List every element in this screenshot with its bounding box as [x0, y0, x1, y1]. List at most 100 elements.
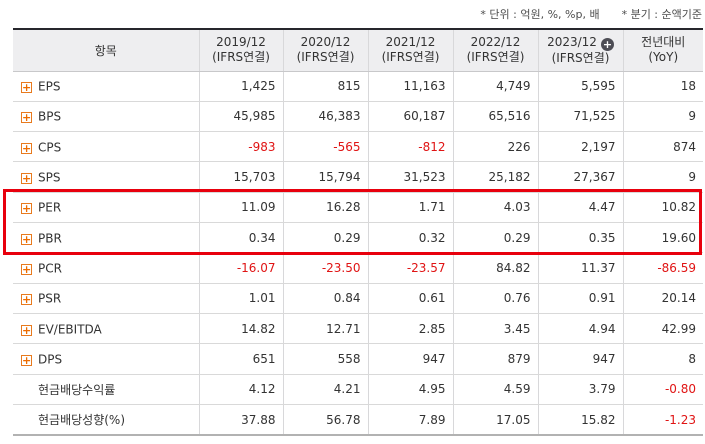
column-standard: (YoY)	[648, 50, 679, 65]
value-cell: 37.88	[198, 404, 283, 436]
financial-ratio-table: 항목 2019/12 (IFRS연결) 2020/12 (IFRS연결) 2021/12…	[13, 28, 703, 436]
table-row-BPS: + BPS 45,985 46,383 60,187 65,516 71,525 9	[13, 101, 703, 133]
expand-row-icon[interactable]: +	[21, 323, 32, 337]
value-cell: 9	[622, 101, 703, 133]
row-label: EV/EBITDA	[38, 322, 102, 337]
expand-row-icon[interactable]: +	[21, 202, 32, 216]
value-cell: 15.82	[537, 404, 623, 436]
table-body: + EPS 1,425 815 11,163 4,749 5,595 18 + BPS 45,985…	[13, 71, 703, 436]
column-period: 2020/12	[300, 35, 351, 50]
value-cell: 4.95	[367, 374, 453, 406]
value-cell: 4.94	[537, 313, 623, 345]
value-cell: 18	[622, 71, 703, 102]
table-notes: * 단위 : 억원, %, %p, 배 * 분기 : 순액기준	[458, 6, 702, 22]
column-header-2020/12: 2020/12 (IFRS연결)	[282, 29, 368, 72]
value-cell: 1.71	[367, 192, 453, 224]
row-label-cell: + PSR	[13, 283, 199, 315]
row-label: PSR	[38, 291, 62, 306]
row-label-cell: + DPS	[13, 343, 199, 375]
row-label: DPS	[38, 352, 63, 367]
expand-row-icon[interactable]: +	[21, 171, 32, 185]
column-period: 2022/12	[470, 35, 521, 50]
value-cell: 5,595	[537, 71, 623, 102]
column-header-전년대비: 전년대비 (YoY)	[622, 29, 703, 72]
row-label-cell: + PCR	[13, 252, 199, 284]
row-label: CPS	[38, 140, 62, 155]
expand-row-icon[interactable]: +	[21, 111, 32, 125]
value-cell: 0.35	[537, 222, 623, 254]
value-cell: -812	[367, 131, 453, 163]
table-row-PCR: + PCR -16.07 -23.50 -23.57 84.82 11.37 -86.59	[13, 252, 703, 284]
table-row-EV/EBITDA: + EV/EBITDA 14.82 12.71 2.85 3.45 4.94 42.99	[13, 313, 703, 345]
column-header-2022/12: 2022/12 (IFRS연결)	[452, 29, 538, 72]
value-cell: 4.12	[198, 374, 283, 406]
value-cell: 46,383	[282, 101, 368, 133]
value-cell: 2.85	[367, 313, 453, 345]
table-row-SPS: + SPS 15,703 15,794 31,523 25,182 27,367 9	[13, 161, 703, 193]
column-standard: (IFRS연결)	[466, 50, 525, 65]
table-row-현금배당성향(%): 현금배당성향(%) 37.88 56.78 7.89 17.05 15.82 -1.23	[13, 404, 703, 436]
column-standard: (IFRS연결)	[212, 50, 270, 65]
value-cell: 4.59	[452, 374, 538, 406]
row-label-cell: + SPS	[13, 161, 199, 193]
expand-row-icon[interactable]: +	[21, 80, 32, 94]
value-cell: 0.29	[282, 222, 368, 254]
row-label-cell: 현금배당수익률	[13, 374, 199, 406]
add-column-icon[interactable]: +	[600, 37, 614, 51]
value-cell: 60,187	[367, 101, 453, 133]
value-cell: 4.03	[452, 192, 538, 224]
value-cell: 10.82	[622, 192, 703, 224]
value-cell: 65,516	[452, 101, 538, 133]
column-header-2021/12: 2021/12 (IFRS연결)	[367, 29, 453, 72]
row-label: PER	[38, 200, 62, 215]
row-label: PCR	[38, 261, 62, 276]
row-label-cell: + PBR	[13, 222, 199, 254]
value-cell: 0.34	[198, 222, 283, 254]
expand-row-icon[interactable]: +	[21, 141, 32, 155]
value-cell: 0.61	[367, 283, 453, 315]
column-period: 전년대비	[641, 35, 686, 50]
value-cell: -0.80	[622, 374, 703, 406]
value-cell: 8	[622, 343, 703, 375]
table-row-CPS: + CPS -983 -565 -812 226 2,197 874	[13, 131, 703, 163]
column-period: 2021/12	[385, 35, 436, 50]
column-period: 2023/12 +	[547, 34, 614, 51]
value-cell: 84.82	[452, 252, 538, 284]
value-cell: 7.89	[367, 404, 453, 436]
value-cell: 879	[452, 343, 538, 375]
expand-row-icon[interactable]: +	[21, 353, 32, 367]
value-cell: 16.28	[282, 192, 368, 224]
value-cell: 4.21	[282, 374, 368, 406]
value-cell: 11.09	[198, 192, 283, 224]
row-label-cell: + CPS	[13, 131, 199, 163]
value-cell: 11.37	[537, 252, 623, 284]
row-label: SPS	[38, 170, 61, 185]
value-cell: 651	[198, 343, 283, 375]
table-row-현금배당수익률: 현금배당수익률 4.12 4.21 4.95 4.59 3.79 -0.80	[13, 374, 703, 406]
value-cell: 3.79	[537, 374, 623, 406]
value-cell: 27,367	[537, 161, 623, 193]
value-cell: 20.14	[622, 283, 703, 315]
value-cell: -23.57	[367, 252, 453, 284]
value-cell: 1,425	[198, 71, 283, 102]
basis-note: * 분기 : 순액기준	[621, 8, 702, 21]
expand-row-icon[interactable]: +	[21, 232, 32, 246]
table-header-row: 항목 2019/12 (IFRS연결) 2020/12 (IFRS연결) 2021/12…	[13, 29, 703, 72]
column-standard: (IFRS연결)	[296, 50, 355, 65]
column-period: 2019/12	[216, 35, 266, 50]
unit-note: * 단위 : 억원, %, %p, 배	[480, 8, 600, 21]
value-cell: 0.29	[452, 222, 538, 254]
value-cell: 0.84	[282, 283, 368, 315]
value-cell: -23.50	[282, 252, 368, 284]
expand-row-icon[interactable]: +	[21, 293, 32, 307]
table-row-PER: + PER 11.09 16.28 1.71 4.03 4.47 10.82	[13, 192, 703, 224]
table-row-DPS: + DPS 651 558 947 879 947 8	[13, 343, 703, 375]
value-cell: 947	[367, 343, 453, 375]
value-cell: -983	[198, 131, 283, 163]
expand-row-icon[interactable]: +	[21, 262, 32, 276]
value-cell: 25,182	[452, 161, 538, 193]
row-label: EPS	[38, 79, 61, 94]
item-column-header: 항목	[13, 29, 199, 72]
table-row-PSR: + PSR 1.01 0.84 0.61 0.76 0.91 20.14	[13, 283, 703, 315]
